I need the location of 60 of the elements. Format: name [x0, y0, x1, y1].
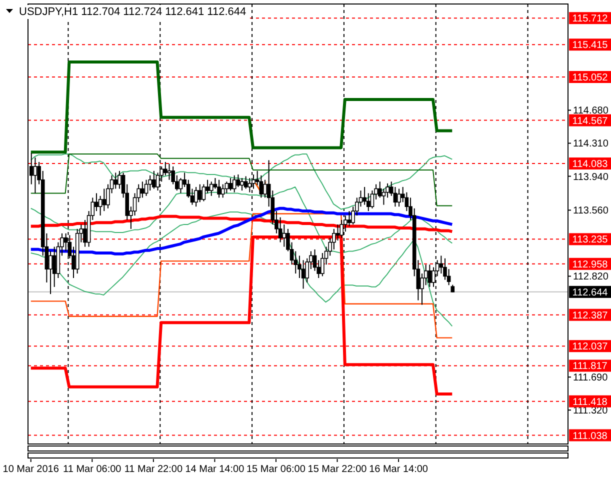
candlestick — [167, 163, 172, 180]
candlestick — [217, 179, 221, 198]
x-tick-label: 15 Mar 06:00 — [246, 464, 306, 475]
ref-line-label: 112.958 — [572, 259, 608, 270]
candlestick — [397, 188, 401, 208]
candlestick — [198, 184, 202, 203]
ref-line-label: 111.817 — [572, 361, 608, 372]
candlestick — [102, 188, 106, 212]
line-series — [29, 60, 454, 154]
candlestick — [118, 170, 122, 190]
ref-line-label: 115.052 — [572, 72, 608, 84]
x-tick-label: 14 Mar 14:00 — [185, 464, 245, 475]
candlestick — [232, 174, 236, 193]
candlestick — [236, 174, 240, 188]
ref-line-label: 115.712 — [572, 14, 608, 25]
candlestick — [144, 179, 148, 196]
candlestick — [244, 176, 248, 190]
ref-line-label: 112.387 — [572, 310, 608, 322]
ref-line-label: 112.037 — [572, 342, 608, 353]
x-tick-label: 10 Mar 2016 — [2, 464, 60, 475]
candlestick — [220, 184, 225, 198]
ref-line-label: 111.038 — [572, 430, 608, 442]
x-tick-label: 16 Mar 14:00 — [369, 464, 428, 475]
candlestick — [336, 224, 340, 242]
ref-line-label: 112.644 — [572, 287, 608, 298]
y-tick-label: 113.560 — [573, 206, 609, 217]
candlestick — [194, 186, 198, 208]
ref-line-label: 113.235 — [572, 234, 608, 246]
candlestick — [301, 260, 306, 290]
candlestick — [152, 170, 156, 190]
ref-line-label: 115.415 — [572, 40, 608, 52]
chart-title: USDJPY,H1 112.704 112.724 112.641 112.644 — [19, 6, 246, 18]
candlestick — [83, 219, 87, 248]
y-tick-label: 112.820 — [573, 272, 609, 283]
x-tick-label: 15 Mar 22:00 — [308, 464, 368, 475]
candlestick — [209, 181, 214, 196]
candlestick — [428, 264, 432, 288]
candlestick — [140, 181, 144, 198]
x-tick-label: 11 Mar 06:00 — [63, 464, 122, 475]
candlestick — [224, 181, 229, 194]
candlestick — [282, 224, 286, 248]
x-tick-label: 11 Mar 22:00 — [124, 464, 183, 475]
candlestick — [240, 178, 244, 192]
candlestick — [202, 184, 206, 202]
candlestick — [48, 250, 52, 295]
candlestick — [164, 161, 168, 176]
ref-line-label: 114.567 — [572, 116, 608, 127]
y-tick-label: 113.940 — [573, 172, 609, 183]
y-tick-label: 111.690 — [573, 372, 608, 384]
candlestick — [94, 192, 98, 212]
candlestick — [33, 157, 38, 194]
candlestick — [347, 210, 352, 227]
ref-line-label: 111.418 — [572, 396, 608, 408]
y-tick-label: 114.680 — [573, 106, 609, 117]
ref-line-label: 114.083 — [572, 158, 608, 170]
candlestick — [263, 179, 267, 198]
candlestick — [114, 172, 118, 190]
y-tick-label: 114.310 — [573, 138, 609, 150]
candlestick — [228, 178, 232, 192]
candlestick — [259, 174, 264, 198]
